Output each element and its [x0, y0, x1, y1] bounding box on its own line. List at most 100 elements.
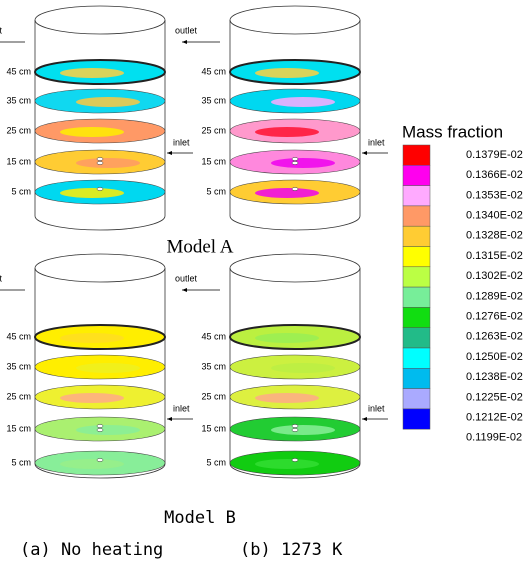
disc-patch: [76, 425, 140, 435]
inlet-label: inlet: [368, 403, 385, 413]
disc-patch: [60, 393, 124, 403]
legend-swatch: [402, 205, 431, 227]
level-label: 35 cm: [6, 95, 31, 105]
legend-swatch: [402, 144, 431, 166]
disc-rim: [229, 324, 361, 350]
model-a-label: Model A: [166, 236, 233, 257]
disc-patch: [255, 333, 319, 343]
disc-patch: [271, 97, 335, 107]
disc-patch: [271, 425, 335, 435]
port: [96, 161, 104, 165]
legend-label: 0.1276E-02: [466, 311, 523, 323]
inlet-arrowhead: [362, 417, 367, 421]
level-label: 25 cm: [201, 125, 226, 135]
legend-label: 0.1340E-02: [466, 210, 523, 222]
legend-swatch: [402, 266, 431, 288]
port: [96, 187, 104, 191]
caption-a: (a) No heating: [20, 540, 163, 560]
model-b-label: Model B: [164, 508, 236, 528]
disc-rim: [34, 59, 166, 85]
inlet-label: inlet: [368, 137, 385, 147]
legend-label: 0.1199E-02: [466, 432, 522, 444]
disc-patch: [60, 333, 124, 343]
port: [291, 157, 299, 161]
level-label: 5 cm: [206, 186, 226, 196]
level-label: 35 cm: [201, 361, 226, 371]
legend-label: 0.1353E-02: [466, 189, 523, 201]
disc-patch: [76, 363, 140, 373]
cylinder-top: [34, 253, 166, 283]
legend-swatch: [402, 225, 431, 247]
inlet-label: inlet: [173, 137, 190, 147]
inlet-label: inlet: [173, 403, 190, 413]
level-label: 25 cm: [201, 391, 226, 401]
level-label: 15 cm: [6, 156, 31, 166]
port: [96, 424, 104, 428]
disc-rim: [229, 59, 361, 85]
legend-label: 0.1225E-02: [466, 391, 523, 403]
legend-label: 0.1379E-02: [466, 149, 523, 161]
legend-swatch: [402, 165, 431, 186]
legend-swatch: [402, 286, 431, 308]
level-label: 15 cm: [201, 423, 226, 433]
outlet-label: outlet: [0, 273, 3, 283]
port: [96, 428, 104, 432]
level-label: 15 cm: [201, 156, 226, 166]
port: [291, 424, 299, 428]
port: [96, 458, 104, 462]
caption-b: (b) 1273 K: [240, 540, 343, 560]
port: [291, 428, 299, 432]
cylinder-top: [229, 253, 361, 283]
port: [291, 458, 299, 462]
level-label: 45 cm: [201, 66, 226, 76]
level-label: 25 cm: [6, 125, 31, 135]
disc-patch: [271, 158, 335, 168]
disc-patch: [76, 97, 140, 107]
disc-patch: [60, 459, 124, 469]
cylinder-bottom: [229, 215, 361, 231]
legend-swatch: [402, 307, 431, 328]
legend-label: 0.1212E-02: [466, 412, 523, 424]
outlet-label: outlet: [175, 273, 198, 283]
legend-label: 0.1315E-02: [466, 250, 523, 262]
level-label: 45 cm: [201, 331, 226, 341]
legend-label: 0.1238E-02: [466, 371, 523, 383]
cylinder-top: [34, 5, 166, 35]
port: [291, 161, 299, 165]
level-label: 45 cm: [6, 331, 31, 341]
disc-patch: [60, 68, 124, 78]
level-label: 5 cm: [11, 186, 31, 196]
legend-swatch: [402, 388, 431, 410]
outlet-label: outlet: [175, 25, 198, 35]
legend-title: Mass fraction: [402, 122, 503, 141]
level-label: 5 cm: [11, 457, 31, 467]
legend-swatch: [402, 185, 431, 207]
cylinder-bottom: [34, 215, 166, 231]
legend-swatch: [402, 408, 431, 430]
legend-label: 0.1328E-02: [466, 230, 523, 242]
legend-swatch: [402, 347, 431, 369]
disc-patch: [255, 393, 319, 403]
disc-patch: [255, 188, 319, 198]
inlet-arrowhead: [167, 151, 172, 155]
disc-patch: [255, 68, 319, 78]
disc-patch: [60, 127, 124, 137]
legend-swatch: [402, 327, 431, 349]
level-label: 25 cm: [6, 391, 31, 401]
level-label: 35 cm: [201, 95, 226, 105]
disc-patch: [271, 363, 335, 373]
level-label: 5 cm: [206, 457, 226, 467]
outlet-arrowhead: [182, 40, 187, 44]
legend-label: 0.1289E-02: [466, 290, 523, 302]
legend-swatch: [402, 246, 431, 268]
cylinder-bottom: [34, 463, 166, 479]
legend-label: 0.1250E-02: [466, 351, 523, 363]
cylinder-top: [229, 5, 361, 35]
disc-patch: [76, 158, 140, 168]
legend-label: 0.1302E-02: [466, 270, 523, 282]
inlet-arrowhead: [167, 417, 172, 421]
disc-patch: [255, 127, 319, 137]
port: [291, 187, 299, 191]
legend-swatch: [402, 368, 431, 389]
